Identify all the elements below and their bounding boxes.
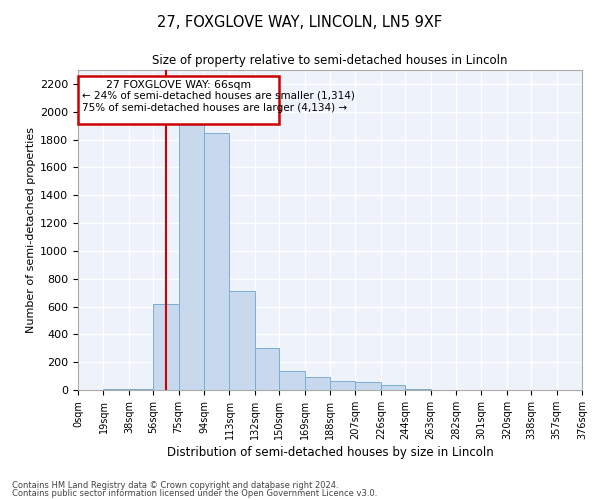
Text: Contains HM Land Registry data © Crown copyright and database right 2024.: Contains HM Land Registry data © Crown c… [12, 480, 338, 490]
Text: Contains public sector information licensed under the Open Government Licence v3: Contains public sector information licen… [12, 489, 377, 498]
Bar [204, 132, 229, 390]
Bar [381, 384, 405, 390]
Bar [78, 76, 279, 124]
Bar [255, 348, 279, 390]
Bar [355, 382, 381, 390]
Bar [279, 370, 305, 390]
Title: Size of property relative to semi-detached houses in Lincoln: Size of property relative to semi-detach… [152, 54, 508, 68]
Text: 27 FOXGLOVE WAY: 66sqm: 27 FOXGLOVE WAY: 66sqm [106, 80, 251, 90]
Text: 75% of semi-detached houses are larger (4,134) →: 75% of semi-detached houses are larger (… [82, 102, 347, 113]
Y-axis label: Number of semi-detached properties: Number of semi-detached properties [26, 127, 36, 333]
Bar [179, 105, 204, 390]
Text: 27, FOXGLOVE WAY, LINCOLN, LN5 9XF: 27, FOXGLOVE WAY, LINCOLN, LN5 9XF [157, 15, 443, 30]
Bar [405, 389, 431, 390]
Bar [229, 291, 255, 390]
Bar [305, 378, 330, 390]
Bar [153, 304, 179, 390]
Bar [129, 389, 153, 390]
Text: ← 24% of semi-detached houses are smaller (1,314): ← 24% of semi-detached houses are smalle… [82, 91, 355, 101]
X-axis label: Distribution of semi-detached houses by size in Lincoln: Distribution of semi-detached houses by … [167, 446, 493, 459]
Bar [330, 381, 355, 390]
